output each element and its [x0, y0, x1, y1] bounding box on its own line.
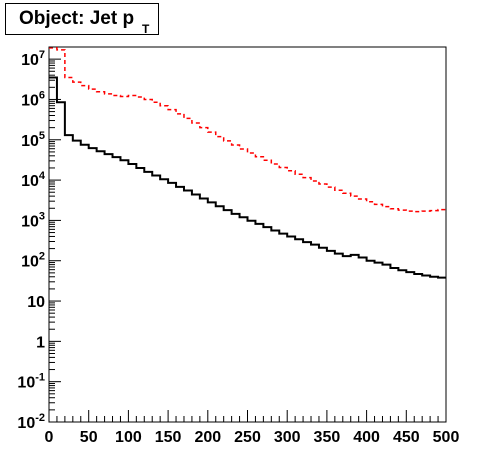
y-tick-label: 105 — [21, 130, 45, 150]
series-black-solid — [49, 76, 446, 279]
chart-title-subscript: T — [142, 22, 150, 36]
x-tick-label: 0 — [45, 429, 54, 446]
y-tick-label: 102 — [21, 251, 45, 271]
x-tick-label: 500 — [433, 429, 460, 446]
y-tick-label: 103 — [21, 210, 45, 230]
x-tick-label: 250 — [234, 429, 261, 446]
x-tick-label: 50 — [80, 429, 98, 446]
y-tick-label: 1 — [36, 334, 45, 351]
x-tick-label: 350 — [314, 429, 341, 446]
chart-title-box: Object: Jet p T — [5, 3, 159, 36]
axis-layer: 0 50 100 150 200 250 300 350 400 450 500 10-2 10-1 1 1… — [17, 46, 460, 446]
x-tick-label: 100 — [115, 429, 142, 446]
series-layer — [49, 47, 446, 279]
x-tick-label: 400 — [353, 429, 380, 446]
x-tick-label: 450 — [393, 429, 420, 446]
y-tick-label: 107 — [21, 49, 45, 69]
chart-title: Object: Jet p — [19, 8, 135, 29]
y-tick-label: 10-2 — [17, 412, 45, 432]
series-red-dashed — [49, 47, 446, 213]
y-tick-label: 10-1 — [17, 372, 45, 392]
plot-frame — [48, 46, 447, 423]
y-tick-label: 10 — [27, 294, 45, 311]
x-tick-label: 300 — [274, 429, 301, 446]
y-tick-label: 106 — [21, 89, 45, 109]
y-tick-label: 104 — [21, 170, 46, 190]
x-tick-label: 200 — [194, 429, 221, 446]
x-tick-label: 150 — [155, 429, 182, 446]
